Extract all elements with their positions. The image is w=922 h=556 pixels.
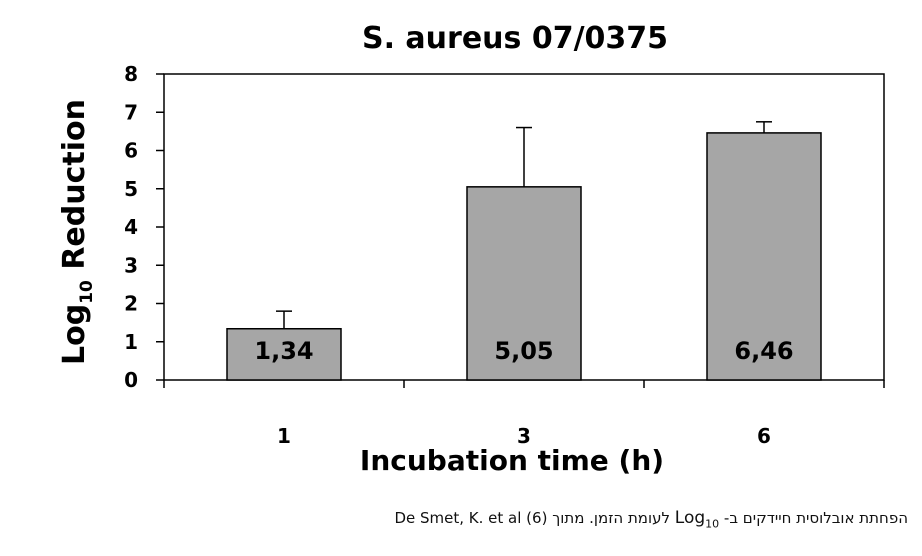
caption-log-sub: 10 — [705, 517, 720, 531]
x-tick-label: 6 — [757, 424, 771, 448]
x-axis-label: Incubation time (h) — [360, 444, 664, 477]
figure-caption: הפחתת אובלוסית חיידקים ב- Log10 לעומת הז… — [8, 508, 908, 530]
bars-group — [226, 132, 822, 381]
data-label-6: 6,46 — [734, 337, 793, 365]
y-tick-label: 4 — [124, 215, 138, 239]
y-tick-label: 6 — [124, 139, 138, 163]
caption-part1: הפחתת אובלוסית חיידקים ב- — [719, 509, 908, 527]
y-tick-label: 5 — [124, 177, 138, 201]
data-label-1: 1,34 — [254, 337, 313, 365]
y-tick-label: 3 — [124, 253, 138, 277]
y-axis-ticks: 0 1 2 3 4 5 6 7 8 — [124, 62, 164, 392]
bar-1 — [226, 327, 342, 381]
chart-title: S. aureus 07/0375 — [362, 21, 668, 56]
y-tick-label: 8 — [124, 62, 138, 86]
error-bars-group — [276, 121, 772, 329]
y-tick-label: 0 — [124, 368, 138, 392]
x-tick-label: 1 — [277, 424, 291, 448]
bar-3 — [466, 186, 582, 381]
caption-log-main: Log — [674, 508, 706, 528]
y-tick-label: 2 — [124, 292, 138, 316]
data-labels-group: 1,34 5,05 6,46 — [254, 337, 793, 365]
y-axis-label: Log10 Reduction — [57, 99, 97, 365]
x-axis-ticks: 1 3 6 — [163, 380, 885, 448]
x-tick-label: 3 — [517, 424, 531, 448]
data-label-3: 5,05 — [494, 337, 553, 365]
caption-log: Log10 — [674, 508, 720, 531]
caption-part2: לעומת הזמן. מתוך De Smet, K. et al (6) — [394, 509, 675, 527]
bar-6 — [706, 132, 822, 381]
y-tick-label: 1 — [124, 330, 138, 354]
y-tick-label: 7 — [124, 100, 138, 124]
